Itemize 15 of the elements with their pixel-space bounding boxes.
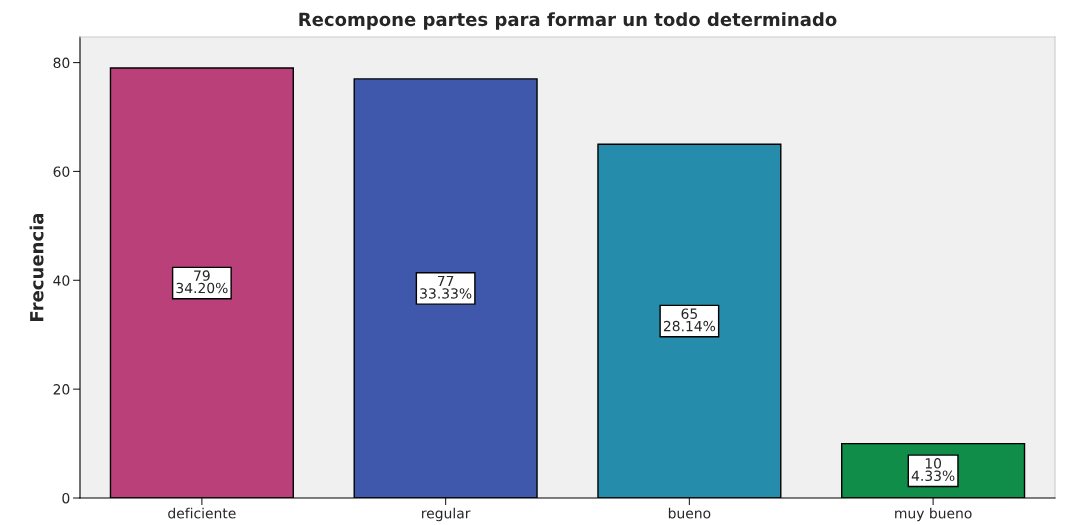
- y-tick-label: 40: [53, 275, 70, 286]
- y-tick-label: 0: [62, 492, 70, 504]
- x-tick-label: deficiente: [168, 507, 236, 519]
- y-tick-label: 60: [53, 166, 70, 177]
- y-axis-title: Frecuencia: [29, 213, 44, 321]
- data-label: 77 33.33%: [420, 275, 472, 299]
- chart-title: Recompone partes para formar un todo determinado: [299, 12, 837, 30]
- x-tick-label: regular: [422, 507, 471, 522]
- y-tick-label: 80: [53, 57, 70, 69]
- data-label: 10 4.33%: [911, 458, 955, 482]
- data-label: 79 34.20%: [176, 270, 228, 294]
- data-label: 65 28.14%: [663, 308, 716, 332]
- y-tick-label: 20: [53, 384, 70, 395]
- x-tick-label: bueno: [668, 507, 711, 519]
- x-tick-label: muy bueno: [895, 507, 972, 522]
